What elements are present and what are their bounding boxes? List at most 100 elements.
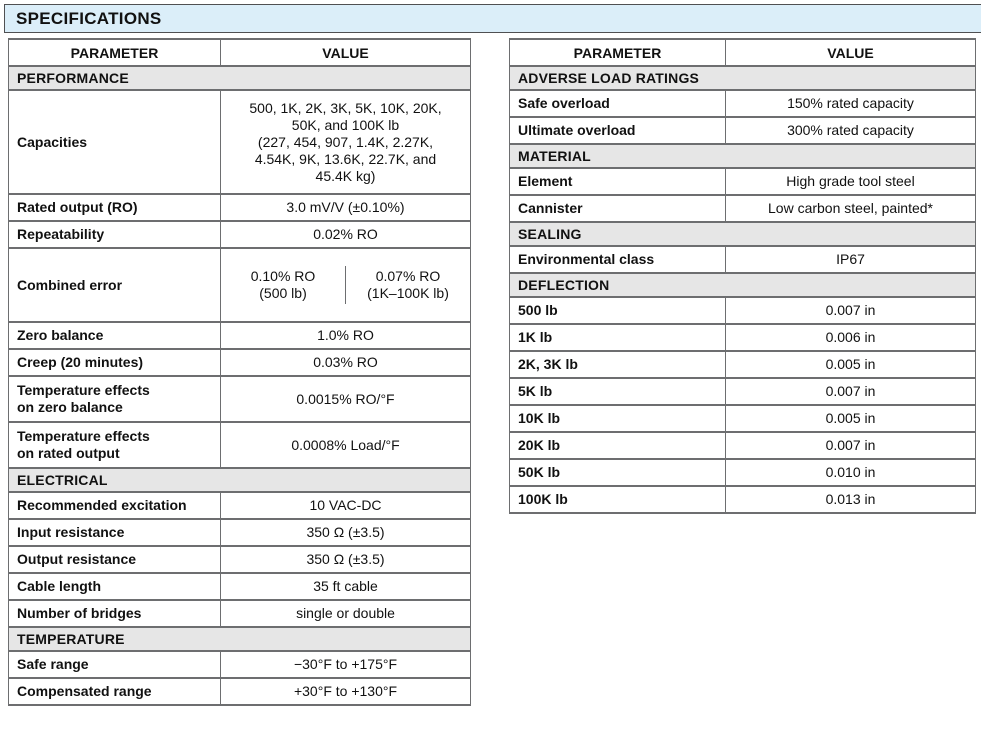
column-header-parameter: PARAMETER [8,38,221,67]
value-cell: 350 Ω (±3.5) [220,545,471,574]
right-spec-table-container: PARAMETER VALUE ADVERSE LOAD RATINGS Saf… [509,38,976,514]
table-row: 500 lb 0.007 in [509,296,976,325]
value-cell: 0.03% RO [220,348,471,377]
value-cell-split: 0.10% RO (500 lb) 0.07% RO (1K–100K lb) [220,247,471,323]
param-cell: Environmental class [509,245,726,274]
section-header-row: TEMPERATURE [8,626,471,652]
section-header-row: ELECTRICAL [8,467,471,493]
column-header-value: VALUE [220,38,471,67]
param-cell: 1K lb [509,323,726,352]
table-row: Capacities 500, 1K, 2K, 3K, 5K, 10K, 20K… [8,89,471,195]
table-row: 50K lb 0.010 in [509,458,976,487]
table-row: Safe range −30°F to +175°F [8,650,471,679]
section-header-sealing: SEALING [509,221,976,247]
section-header-deflection: DEFLECTION [509,272,976,298]
column-header-row: PARAMETER VALUE [8,38,471,67]
param-cell: Rated output (RO) [8,193,221,222]
column-header-parameter: PARAMETER [509,38,726,67]
value-cell: 300% rated capacity [725,116,976,145]
table-row: Zero balance 1.0% RO [8,321,471,350]
table-row: 2K, 3K lb 0.005 in [509,350,976,379]
table-row: Temperature effects on rated output 0.00… [8,421,471,469]
param-cell: Zero balance [8,321,221,350]
param-cell: Capacities [8,89,221,195]
param-cell: Temperature effects on zero balance [8,375,221,423]
section-header-row: DEFLECTION [509,272,976,298]
param-cell: Safe overload [509,89,726,118]
section-header-performance: PERFORMANCE [8,65,471,91]
value-cell: 35 ft cable [220,572,471,601]
section-header-row: PERFORMANCE [8,65,471,91]
left-spec-table: PARAMETER VALUE PERFORMANCE Capacities 5… [8,38,471,706]
section-header-row: SEALING [509,221,976,247]
param-cell: 50K lb [509,458,726,487]
table-row: 100K lb 0.013 in [509,485,976,514]
value-cell: Low carbon steel, painted* [725,194,976,223]
value-cell: 0.005 in [725,404,976,433]
left-spec-table-container: PARAMETER VALUE PERFORMANCE Capacities 5… [8,38,471,706]
param-cell: Repeatability [8,220,221,249]
param-cell: Output resistance [8,545,221,574]
table-row: Ultimate overload 300% rated capacity [509,116,976,145]
value-cell: 150% rated capacity [725,89,976,118]
table-row: Recommended excitation 10 VAC-DC [8,491,471,520]
section-header-adverse-load-ratings: ADVERSE LOAD RATINGS [509,65,976,91]
value-cell: 500, 1K, 2K, 3K, 5K, 10K, 20K, 50K, and … [220,89,471,195]
value-cell: 0.0015% RO/°F [220,375,471,423]
table-row: 10K lb 0.005 in [509,404,976,433]
value-cell: IP67 [725,245,976,274]
value-cell: 0.013 in [725,485,976,514]
param-cell: 500 lb [509,296,726,325]
value-cell: −30°F to +175°F [220,650,471,679]
column-header-row: PARAMETER VALUE [509,38,976,67]
value-cell: 350 Ω (±3.5) [220,518,471,547]
page-title-bar: SPECIFICATIONS [4,4,981,33]
param-cell: 20K lb [509,431,726,460]
right-spec-table: PARAMETER VALUE ADVERSE LOAD RATINGS Saf… [509,38,976,514]
table-row: Rated output (RO) 3.0 mV/V (±0.10%) [8,193,471,222]
param-cell: Input resistance [8,518,221,547]
table-row: Number of bridges single or double [8,599,471,628]
param-cell: Recommended excitation [8,491,221,520]
value-cell: 0.007 in [725,296,976,325]
param-cell: Creep (20 minutes) [8,348,221,377]
param-cell: 5K lb [509,377,726,406]
param-cell: Cable length [8,572,221,601]
param-cell: Compensated range [8,677,221,706]
param-cell: Temperature effects on rated output [8,421,221,469]
param-cell: Number of bridges [8,599,221,628]
section-header-row: MATERIAL [509,143,976,169]
param-cell: Element [509,167,726,196]
value-cell: 0.005 in [725,350,976,379]
table-row: Element High grade tool steel [509,167,976,196]
value-cell: 3.0 mV/V (±0.10%) [220,193,471,222]
value-subcell-left: 0.10% RO (500 lb) [250,268,316,301]
param-cell: Combined error [8,247,221,323]
column-header-value: VALUE [725,38,976,67]
page-title: SPECIFICATIONS [16,8,162,28]
table-row: Output resistance 350 Ω (±3.5) [8,545,471,574]
section-header-material: MATERIAL [509,143,976,169]
value-cell: single or double [220,599,471,628]
param-cell: Ultimate overload [509,116,726,145]
table-row: 5K lb 0.007 in [509,377,976,406]
table-row: Combined error 0.10% RO (500 lb) 0.07% R… [8,247,471,323]
table-row: Creep (20 minutes) 0.03% RO [8,348,471,377]
value-cell: 10 VAC-DC [220,491,471,520]
table-row: Repeatability 0.02% RO [8,220,471,249]
value-cell: 0.010 in [725,458,976,487]
value-cell: 0.007 in [725,377,976,406]
table-row: Cable length 35 ft cable [8,572,471,601]
param-cell: 10K lb [509,404,726,433]
table-row: Cannister Low carbon steel, painted* [509,194,976,223]
param-cell: 2K, 3K lb [509,350,726,379]
param-cell: Cannister [509,194,726,223]
value-cell: 0.007 in [725,431,976,460]
value-cell: 0.02% RO [220,220,471,249]
table-row: Temperature effects on zero balance 0.00… [8,375,471,423]
table-row: Environmental class IP67 [509,245,976,274]
section-header-temperature: TEMPERATURE [8,626,471,652]
value-cell: +30°F to +130°F [220,677,471,706]
value-cell: High grade tool steel [725,167,976,196]
